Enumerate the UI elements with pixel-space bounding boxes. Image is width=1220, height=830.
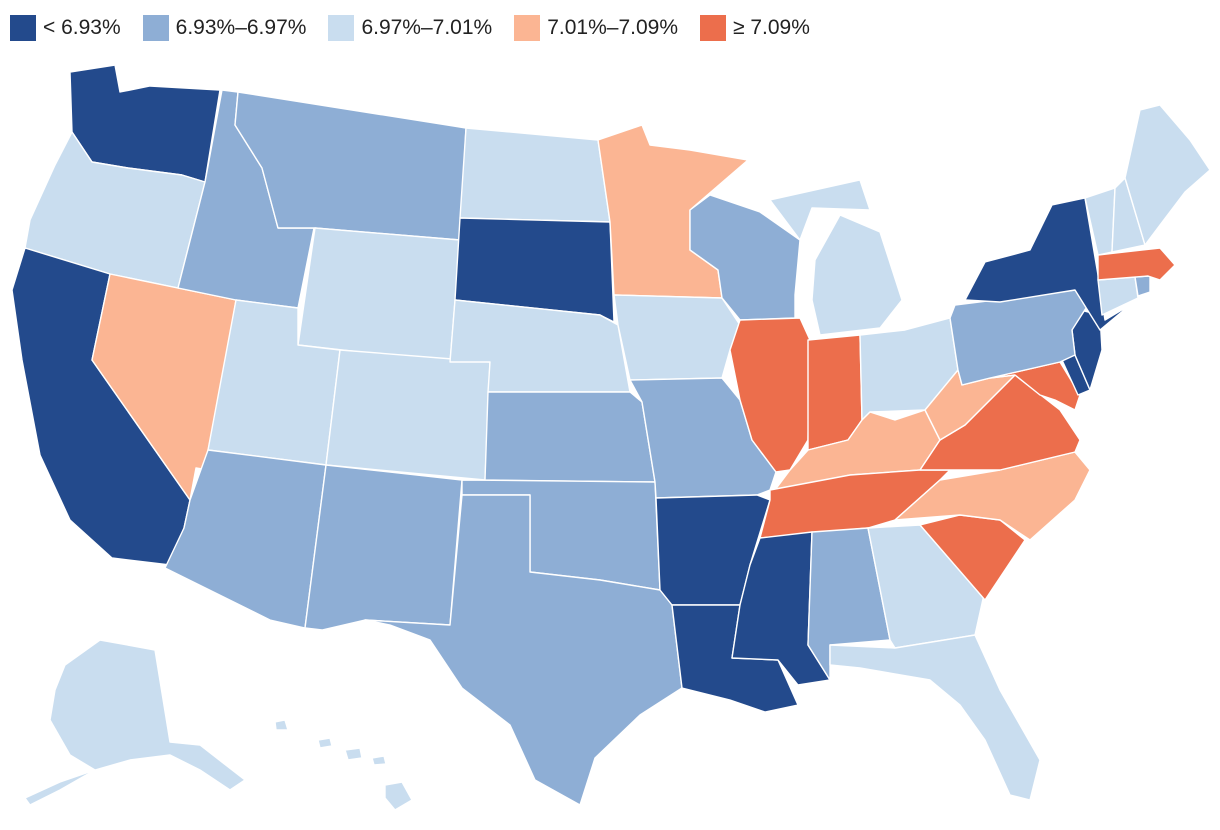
state-illinois[interactable]: [729, 317, 811, 473]
legend-item-bin-2: 6.97%–7.01%: [328, 15, 492, 41]
legend-item-bin-1: 6.93%–6.97%: [142, 15, 307, 41]
legend-swatch: [10, 15, 36, 41]
state-wyoming[interactable]: [297, 227, 461, 363]
state-rhode-island[interactable]: [1134, 275, 1151, 297]
state-north-dakota[interactable]: [459, 127, 611, 223]
legend-swatch: [514, 15, 541, 41]
legend-label: 6.93%–6.97%: [175, 16, 307, 39]
state-maryland[interactable]: [989, 361, 1081, 411]
state-south-carolina[interactable]: [919, 514, 1026, 601]
legend-item-bin-0: < 6.93%: [10, 15, 121, 41]
state-florida[interactable]: [829, 634, 1041, 801]
legend-item-bin-4: ≥ 7.09%: [700, 15, 810, 41]
legend-label: 7.01%–7.09%: [547, 16, 678, 39]
state-north-carolina[interactable]: [894, 451, 1091, 541]
legend-swatch: [700, 15, 726, 41]
state-alaska[interactable]: [24, 639, 246, 806]
legend-item-bin-3: 7.01%–7.09%: [514, 15, 678, 41]
legend-swatch: [142, 15, 169, 41]
legend-label: < 6.93%: [43, 16, 121, 39]
state-iowa[interactable]: [613, 294, 741, 381]
state-colorado[interactable]: [325, 349, 491, 481]
state-hawaii[interactable]: [274, 719, 413, 811]
state-new-mexico[interactable]: [304, 464, 463, 631]
state-texas[interactable]: [364, 494, 683, 806]
legend: < 6.93% 6.93%–6.97% 6.97%–7.01% 7.01%–7.…: [10, 14, 832, 42]
state-connecticut[interactable]: [1097, 276, 1139, 316]
state-maine[interactable]: [1124, 104, 1211, 246]
legend-swatch: [328, 15, 355, 41]
state-massachusetts[interactable]: [1097, 247, 1176, 281]
legend-label: 6.97%–7.01%: [361, 16, 493, 39]
state-kansas[interactable]: [484, 391, 656, 483]
state-michigan[interactable]: [769, 179, 903, 336]
legend-label: ≥ 7.09%: [733, 16, 810, 39]
